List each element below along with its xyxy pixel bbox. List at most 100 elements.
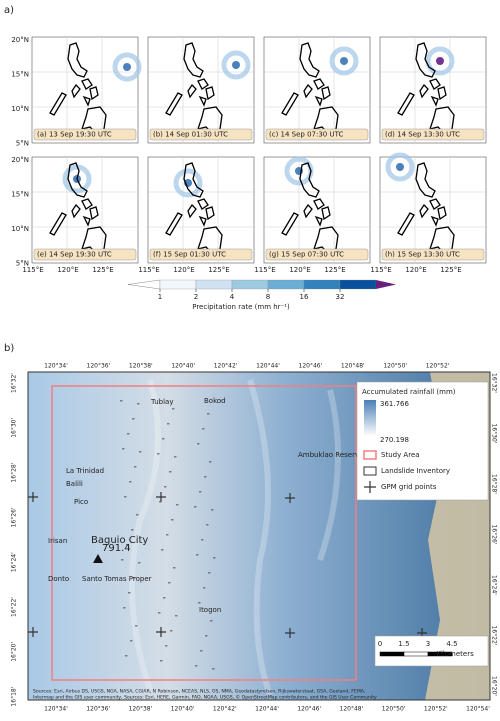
bottom-tick-label: 120°36'	[86, 706, 110, 713]
timestamp: (e) 14 Sep 19:30 UTC	[33, 248, 137, 261]
timestamp-box	[265, 128, 369, 141]
colorbar-tick-label: 32	[336, 293, 345, 301]
map-panel: (g) 15 Sep 07:30 UTC	[263, 156, 371, 264]
right-tick-label: 16°22'	[491, 626, 498, 646]
landslide	[126, 544, 129, 546]
landslide	[195, 665, 198, 667]
coastline	[397, 42, 455, 134]
place-label: La Trinidad	[66, 467, 104, 475]
lon-tick-label: 120°E	[173, 266, 194, 274]
lat-tick-label: 5°N	[16, 140, 29, 148]
rain-core	[396, 163, 404, 171]
coastline	[49, 42, 107, 134]
coastline	[281, 162, 339, 254]
lon-tick-label: 115°E	[254, 266, 275, 274]
timestamp-box	[33, 248, 137, 261]
timestamp-label: (e) 14 Sep 19:30 UTC	[37, 251, 112, 259]
bottom-tick-label: 120°50'	[382, 706, 406, 713]
place-label: Tublay	[150, 398, 173, 406]
scale-tick: 4.5	[446, 640, 457, 648]
legend-swatch	[363, 450, 377, 460]
landslide	[137, 403, 140, 405]
lat-tick-label: 10°N	[11, 105, 29, 113]
landslide	[208, 572, 211, 574]
right-tick-label: 16°24'	[491, 575, 498, 595]
timestamp: (f) 15 Sep 01:30 UTC	[149, 248, 253, 261]
place-label: Itogon	[199, 606, 221, 614]
bottom-tick-label: 120°44'	[255, 706, 279, 713]
bottom-tick-label: 120°54'	[466, 706, 490, 713]
place-label: Bokod	[204, 397, 226, 405]
scale-bar: 0 1.5 3 4.5 Kilometers	[374, 635, 489, 667]
landslide	[200, 650, 203, 652]
attribution: Sources: Esri, Airbus DS, USGS, NGA, NAS…	[33, 689, 366, 695]
landslide	[170, 630, 173, 632]
map-panel: (f) 15 Sep 01:30 UTC	[147, 156, 255, 264]
gpm-point	[156, 492, 166, 502]
landslide	[169, 471, 172, 473]
left-tick-label: 16°30'	[11, 417, 18, 437]
landslide	[198, 602, 201, 604]
timestamp-label: (b) 14 Sep 01:30 UTC	[153, 131, 228, 139]
gpm-point	[285, 493, 295, 503]
landslide	[120, 400, 123, 402]
lon-tick-label: 115°E	[22, 266, 43, 274]
panel-bg	[31, 36, 139, 144]
landslide	[160, 660, 163, 662]
legend-title: Accumulated rainfall (mm)	[362, 388, 456, 396]
rain-core	[340, 57, 348, 65]
landslide	[201, 539, 204, 541]
landslide	[209, 461, 212, 463]
lon-tick-label: 120°E	[289, 266, 310, 274]
marker	[93, 554, 103, 563]
legend-entry: Landslide Inventory	[381, 467, 450, 475]
timestamp-box	[381, 248, 485, 261]
lon-tick-label: 125°E	[324, 266, 345, 274]
landslide	[196, 554, 199, 556]
landslide	[163, 597, 166, 599]
timestamp: (b) 14 Sep 01:30 UTC	[149, 128, 253, 141]
gpm-point	[28, 492, 38, 502]
panel-bg	[147, 156, 255, 264]
left-tick-label: 16°28'	[11, 462, 18, 482]
scale-tick: 3	[426, 640, 430, 648]
left-tick-label: 16°32'	[11, 373, 18, 393]
colorbar-extend	[376, 280, 396, 289]
place-label: Ambuklao Reservoir	[298, 451, 368, 459]
landslide	[125, 655, 128, 657]
lat-tick-label: 10°N	[11, 225, 29, 233]
landslide	[130, 640, 133, 642]
map-panel: (e) 14 Sep 19:30 UTC	[31, 156, 139, 264]
left-tick-label: 16°24'	[11, 552, 18, 572]
colorbar-label: Precipitation rate (mm hr⁻¹)	[192, 303, 290, 311]
scale-segment	[403, 651, 429, 657]
timestamp-box	[33, 128, 137, 141]
timestamp: (c) 14 Sep 07:30 UTC	[265, 128, 369, 141]
colorbar-segment	[195, 279, 233, 290]
colorbar-segment	[267, 279, 305, 290]
landslide	[199, 491, 202, 493]
landslide	[162, 438, 165, 440]
timestamp: (d) 14 Sep 13:30 UTC	[381, 128, 485, 141]
rain-band	[385, 152, 415, 182]
gpm-point	[156, 627, 166, 637]
rain-core	[436, 57, 444, 65]
landslide	[161, 549, 164, 551]
ridges	[129, 379, 341, 697]
panel-bg	[263, 36, 371, 144]
landslide	[171, 519, 174, 521]
landslide	[136, 514, 139, 516]
place-label: Donto	[48, 575, 69, 583]
timestamp-box	[149, 248, 253, 261]
legend-min: 270.198	[380, 436, 409, 444]
bottom-tick-label: 120°34'	[44, 706, 68, 713]
colorbar-segment	[231, 279, 269, 290]
coastline	[165, 42, 223, 134]
place-label: Irisan	[48, 537, 67, 545]
bottom-tick-label: 120°38'	[129, 706, 153, 713]
rain-band	[329, 46, 359, 76]
landslide	[206, 524, 209, 526]
landslide	[194, 506, 197, 508]
landslide	[133, 577, 136, 579]
